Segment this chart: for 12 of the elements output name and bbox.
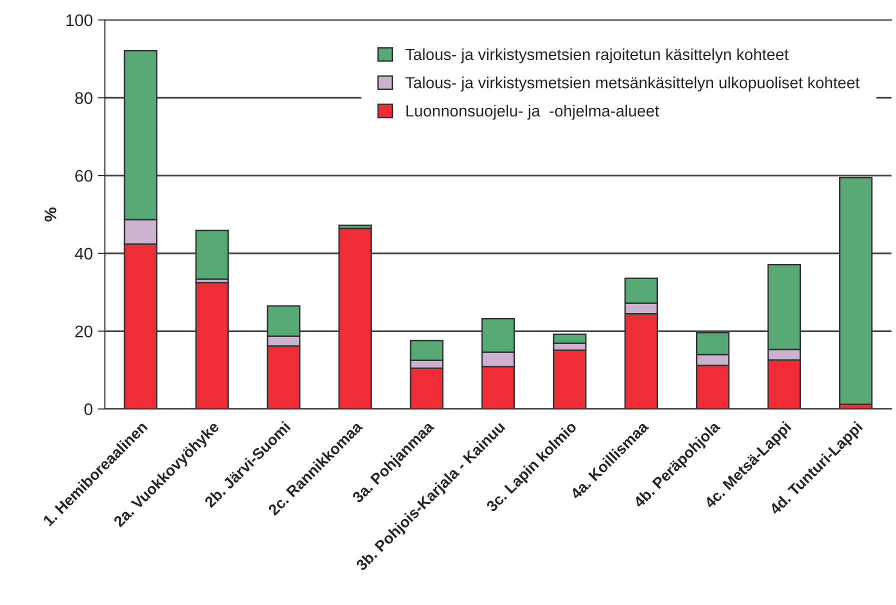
y-tick-label: 0: [84, 403, 92, 416]
y-axis-title: %: [44, 208, 56, 222]
legend-label: Talous- ja virkistysmetsien rajoitetun käsittelyn kohteet: [406, 48, 789, 64]
y-tick-label: 40: [74, 248, 92, 260]
y-tick-label: 60: [75, 170, 92, 182]
y-tick-label: 80: [75, 92, 92, 104]
y-tick-label: 100: [66, 14, 92, 26]
y-tick-label: 20: [75, 326, 92, 338]
legend-label: Luonnonsuojelu- ja -ohjelma-alueet: [406, 104, 660, 120]
bar: [838, 176, 873, 406]
legend-label: Talous- ja virkistysmetsien metsänkäsittelyn ulkopuoliset kohteet: [406, 76, 860, 92]
bar: [195, 230, 229, 280]
